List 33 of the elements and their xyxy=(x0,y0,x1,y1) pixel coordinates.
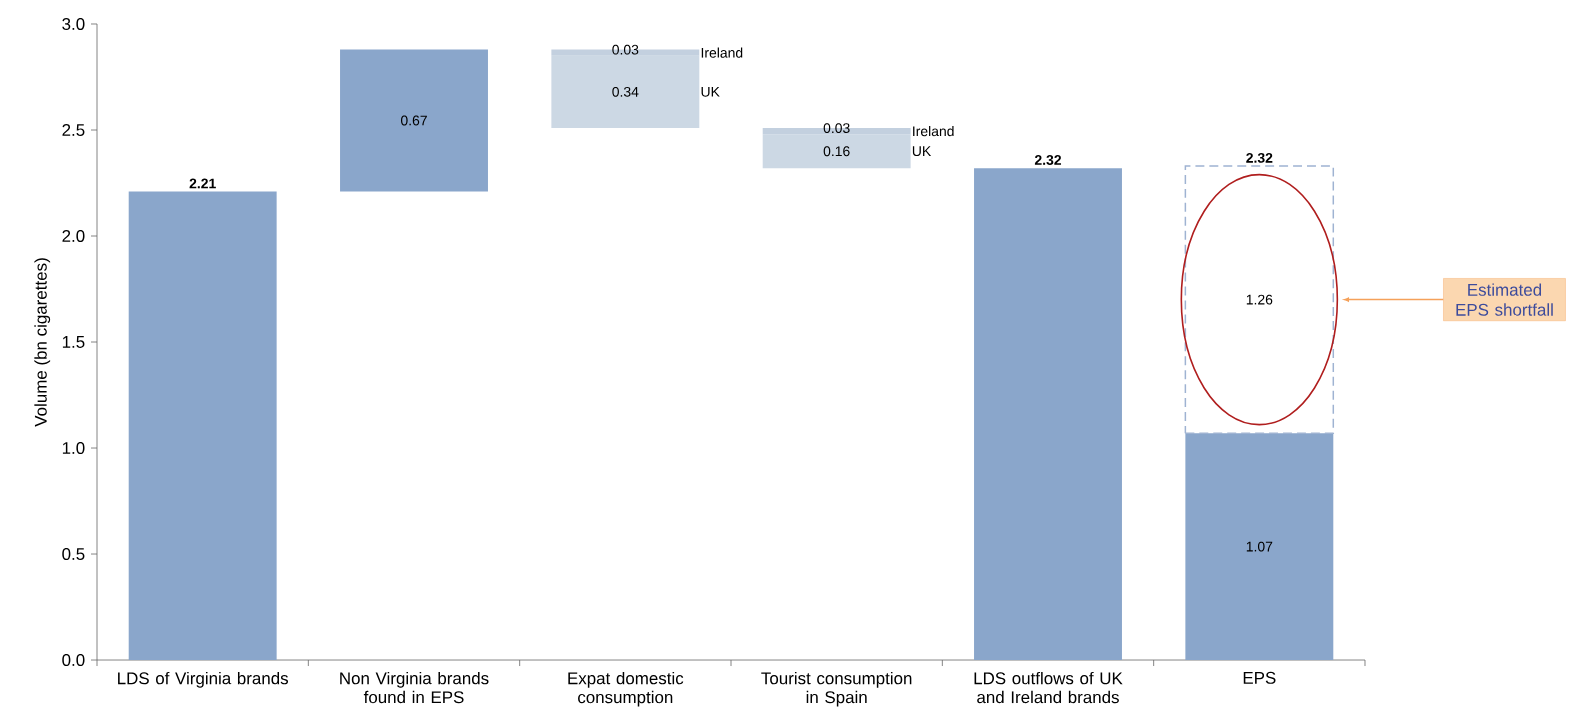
x-tick-label: LDS outflows of UK and Ireland brands xyxy=(974,671,1123,704)
y-tick-label: 0.0 xyxy=(62,654,85,667)
bar xyxy=(1185,433,1334,661)
y-tick-label: 0.5 xyxy=(62,548,85,561)
bar xyxy=(974,168,1122,661)
bar xyxy=(128,191,277,661)
series-label: Ireland xyxy=(701,47,743,58)
x-tick-label: Non Virginia brands found in EPS xyxy=(340,671,489,704)
x-tick-label: Tourist consumption in Spain xyxy=(761,671,912,707)
y-tick-label: 1.0 xyxy=(62,442,85,454)
x-tick-label: Expat domestic consumption xyxy=(568,671,684,707)
total-label: 2.32 xyxy=(1246,152,1273,163)
bar xyxy=(340,49,488,192)
data-label: 1.26 xyxy=(1246,294,1273,305)
data-label: 0.34 xyxy=(612,86,639,97)
text: Estimated EPS shortfall xyxy=(1456,283,1553,316)
data-label: 0.16 xyxy=(823,146,850,157)
text: UK xyxy=(912,146,932,157)
y-tick-label: 2.5 xyxy=(62,123,85,136)
y-tick-label: 2.0 xyxy=(62,229,85,242)
y-tick-label: 3.0 xyxy=(62,17,85,30)
x-tick-label: EPS xyxy=(1243,671,1276,684)
y-tick-label: 1.5 xyxy=(62,336,85,348)
data-label: 0.03 xyxy=(612,44,639,55)
x-tick-label: LDS of Virginia brands xyxy=(118,671,289,688)
text: Ireland xyxy=(913,125,954,137)
data-label: 0.67 xyxy=(400,115,427,126)
y-axis-title: Volume (bn cigarettes) xyxy=(34,258,51,427)
series-label: UK xyxy=(701,86,720,97)
total-label: 2.32 xyxy=(1034,155,1062,165)
data-label: 1.07 xyxy=(1246,541,1273,552)
data-label: 0.03 xyxy=(823,123,850,134)
total-label: 2.21 xyxy=(189,178,216,189)
